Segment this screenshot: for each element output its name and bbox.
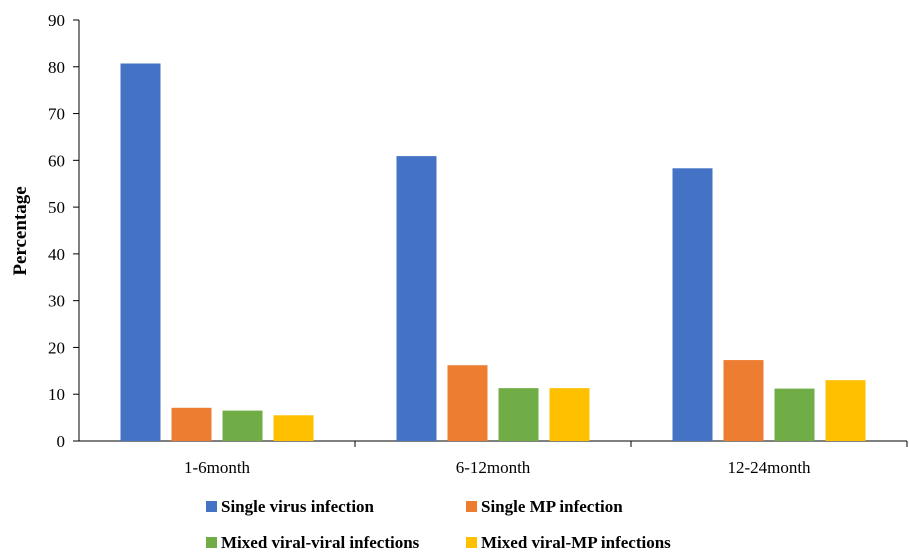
plot-area: 0 10 20 30 40 50 60 70 80 90 1-6month 6-12month 12-2… [48,11,908,477]
bar-2-1 [171,407,212,441]
bar-1-3 [672,168,713,441]
legend-label-2: Single MP infection [481,497,623,516]
bar-3-2 [498,388,539,441]
bar-1-2 [396,156,437,441]
bar-3-3 [774,388,815,441]
legend-swatch-4 [466,537,477,548]
y-axis-label: Percentage [10,186,31,275]
x-tick-label: 12-24month [727,458,811,477]
bar-4-2 [549,388,590,441]
bar-4-3 [825,380,866,441]
y-tick-label: 40 [48,245,65,264]
y-tick-label: 80 [48,58,65,77]
legend-label-1: Single virus infection [221,497,375,516]
x-tick-label: 6-12month [456,458,531,477]
y-tick-label: 90 [48,11,65,30]
bar-3-1 [222,410,263,441]
bar-2-3 [723,360,764,441]
legend: Single virus infection Single MP infectio… [206,497,671,552]
legend-swatch-2 [466,501,477,512]
legend-swatch-1 [206,501,217,512]
y-tick-label: 30 [48,292,65,311]
y-tick-label: 20 [48,338,65,357]
legend-label-3: Mixed viral-viral infections [221,533,420,552]
bar-1-1 [120,63,161,442]
legend-label-4: Mixed viral-MP infections [481,533,671,552]
y-tick-label: 0 [57,432,66,451]
y-tick-label: 10 [48,385,65,404]
y-tick-label: 50 [48,198,65,217]
y-tick-label: 60 [48,151,65,170]
y-tick-label: 70 [48,105,65,124]
bar-2-2 [447,365,488,441]
legend-swatch-3 [206,537,217,548]
x-tick-label: 1-6month [184,458,251,477]
bar-4-1 [273,415,314,441]
